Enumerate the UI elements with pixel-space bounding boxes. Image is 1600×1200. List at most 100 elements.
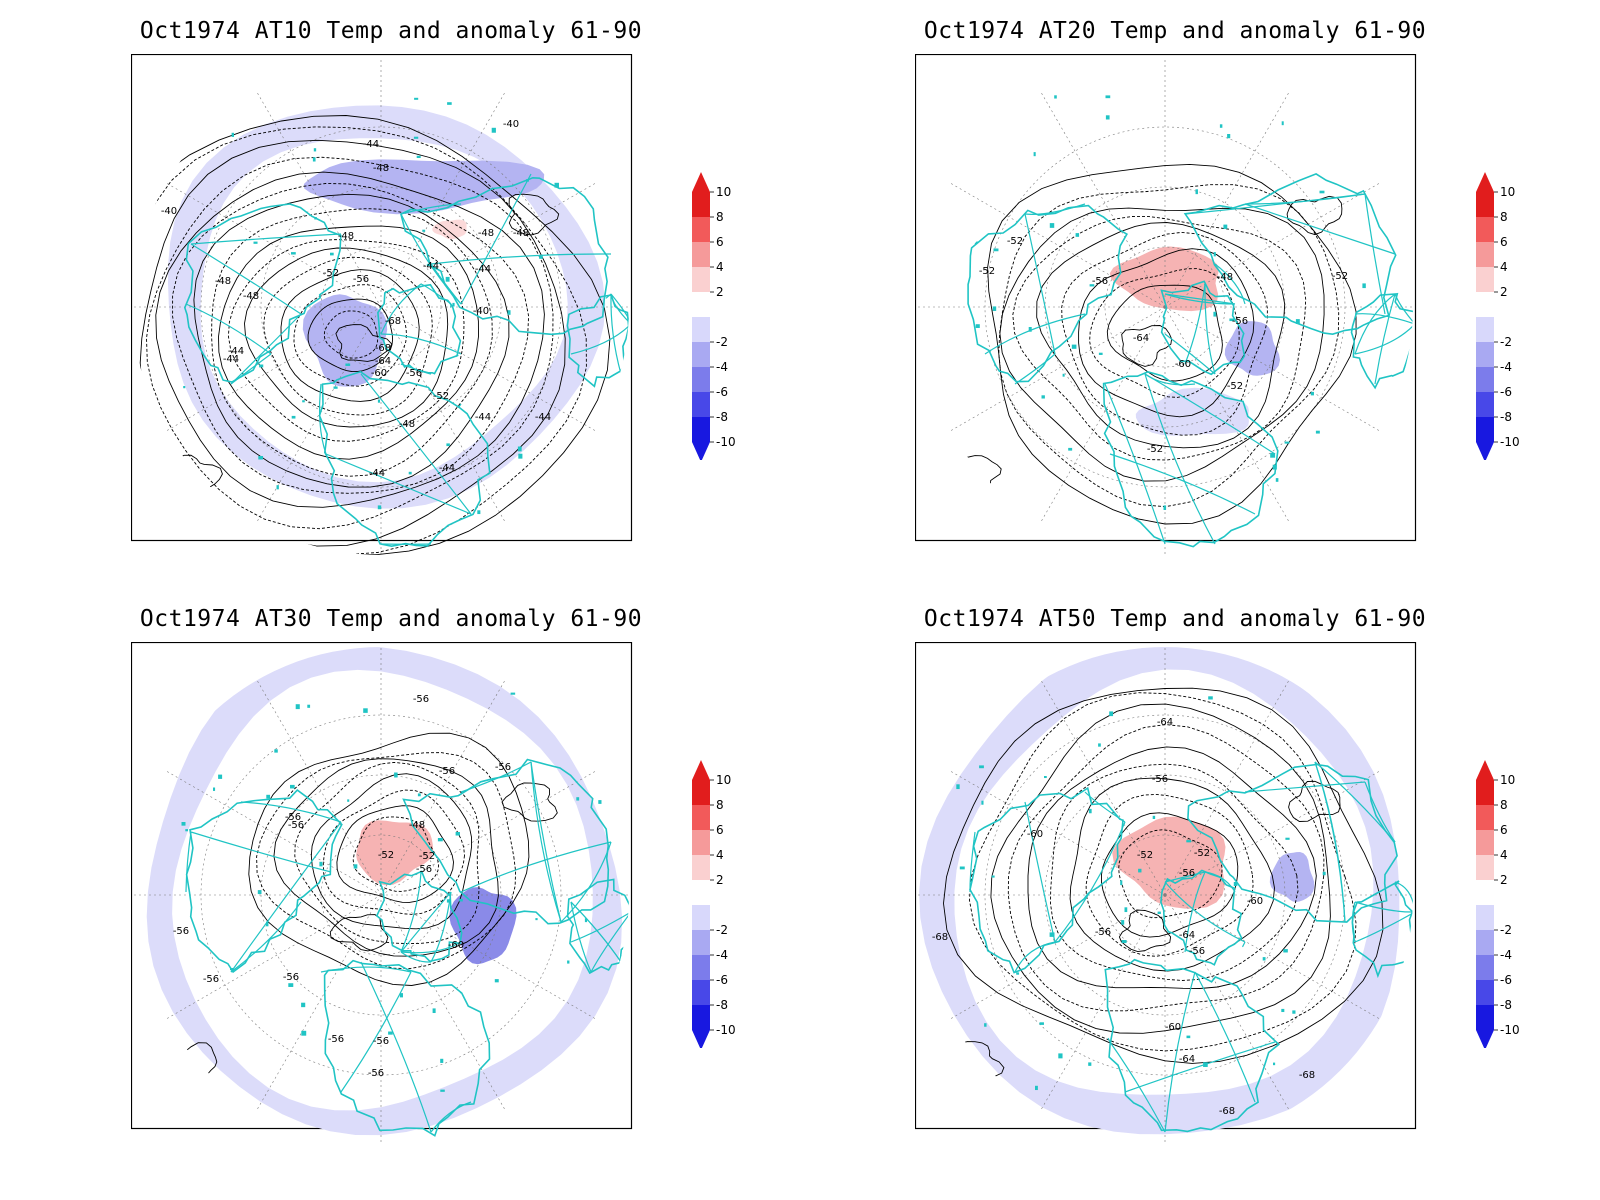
contour-label: -64 xyxy=(1133,333,1149,344)
colorbar-bin xyxy=(1476,955,1494,980)
colorbar-label: -6 xyxy=(716,385,728,399)
colorbar-label: 6 xyxy=(716,235,724,249)
contour-label: -52 xyxy=(1137,850,1153,861)
island xyxy=(993,248,999,252)
country-border xyxy=(1364,781,1396,843)
country-border xyxy=(1164,971,1196,1133)
island xyxy=(345,363,351,366)
island xyxy=(1208,696,1213,700)
colorbar-bin xyxy=(1476,417,1494,442)
map-panel-at50: Oct1974 AT50 Temp and anomaly 61-90 -64-… xyxy=(915,606,1435,1166)
contour-line xyxy=(1050,763,1299,981)
island xyxy=(1054,95,1057,99)
contour-label: -56 xyxy=(1232,316,1248,327)
colorbar-label: -10 xyxy=(716,1023,736,1037)
contour-line xyxy=(294,761,480,945)
country-border xyxy=(1214,263,1246,305)
island xyxy=(363,708,368,713)
contour-label: -60 xyxy=(448,940,464,951)
graticule xyxy=(133,647,629,1143)
contour-label: -64 xyxy=(1179,930,1195,941)
contour-label: -44 xyxy=(535,412,551,423)
island xyxy=(276,485,279,490)
colorbar-bin xyxy=(1476,267,1494,292)
island xyxy=(1203,1062,1208,1067)
colorbar-bin xyxy=(692,217,710,242)
island xyxy=(598,800,602,804)
country-border xyxy=(1244,193,1366,205)
contour-label: -44 xyxy=(369,468,385,479)
island xyxy=(1163,505,1167,510)
country-border xyxy=(1124,1041,1276,1093)
contour-label: -52 xyxy=(1227,381,1243,392)
country-border xyxy=(1204,871,1236,893)
country-border xyxy=(1144,373,1276,455)
colorbar-bin xyxy=(692,1005,710,1030)
island xyxy=(413,136,419,139)
island xyxy=(231,132,235,137)
contour-line xyxy=(335,324,393,362)
contour-label: -56 xyxy=(203,974,219,985)
contour-line xyxy=(193,193,510,488)
contour-label: -48 xyxy=(409,820,425,831)
contour-label: -44 xyxy=(423,261,439,272)
colorbar-bin xyxy=(1476,342,1494,367)
colorbar-label: -10 xyxy=(1500,435,1520,449)
map-panel-at10: Oct1974 AT10 Temp and anomaly 61-90 -40 -… xyxy=(131,18,651,578)
country-border xyxy=(380,283,422,335)
polar-map-at10: -40-40-44-48-48 -48 -48-48-44-44-40-52-56-… xyxy=(131,54,633,555)
island xyxy=(266,921,269,927)
island xyxy=(455,832,460,836)
contour-label: -52 xyxy=(1147,444,1163,455)
country-border xyxy=(190,831,332,873)
island xyxy=(1089,284,1095,287)
contour-label: -52 xyxy=(1332,271,1348,282)
contour-label: -56 xyxy=(288,820,304,831)
island xyxy=(507,310,511,315)
island xyxy=(1272,464,1277,470)
island xyxy=(307,704,311,708)
contour-label: -56 xyxy=(406,368,422,379)
colorbar-bin xyxy=(692,930,710,955)
island xyxy=(230,968,234,971)
contour-label: -68 xyxy=(385,316,401,327)
island xyxy=(1152,815,1156,819)
island xyxy=(353,864,358,869)
island xyxy=(440,1089,445,1092)
colorbar-min-arrow xyxy=(1476,1030,1494,1048)
island xyxy=(445,276,450,282)
anomaly-shading xyxy=(1109,246,1219,312)
colorbar-label: -4 xyxy=(1500,360,1512,374)
country-border xyxy=(320,966,412,973)
contour-line xyxy=(1078,248,1255,418)
contour-label: -68 xyxy=(932,932,948,943)
island xyxy=(432,1008,436,1014)
country-border xyxy=(360,961,432,1133)
country-border xyxy=(1244,203,1396,255)
colorbar-bin xyxy=(1476,192,1494,217)
colorbar-label: 4 xyxy=(1500,848,1508,862)
contour-label: -56 xyxy=(353,274,369,285)
contour-label: -68 xyxy=(1299,1070,1315,1081)
island xyxy=(446,899,451,903)
island xyxy=(1285,837,1290,840)
contour-label: -68 xyxy=(1219,1106,1235,1117)
country-border xyxy=(1104,383,1166,545)
colorbar-at50: 10 8 6 4 2 -2 -4 -6 -8 -10 xyxy=(1476,760,1520,1048)
coastline xyxy=(1102,371,1279,548)
island xyxy=(526,179,529,182)
contour-label: -64 xyxy=(1179,1054,1195,1065)
island xyxy=(1044,776,1047,779)
contour-label: -56 xyxy=(285,812,301,823)
colorbar-label: 4 xyxy=(716,260,724,274)
island xyxy=(291,252,296,255)
island xyxy=(554,182,559,188)
colorbar-label: 2 xyxy=(1500,873,1508,887)
island xyxy=(1195,189,1198,195)
anomaly-shading xyxy=(1135,387,1249,436)
country-border xyxy=(590,911,629,973)
island xyxy=(1098,352,1103,355)
island xyxy=(1229,318,1235,322)
colorbar-bin xyxy=(1476,780,1494,805)
country-border xyxy=(400,363,432,375)
